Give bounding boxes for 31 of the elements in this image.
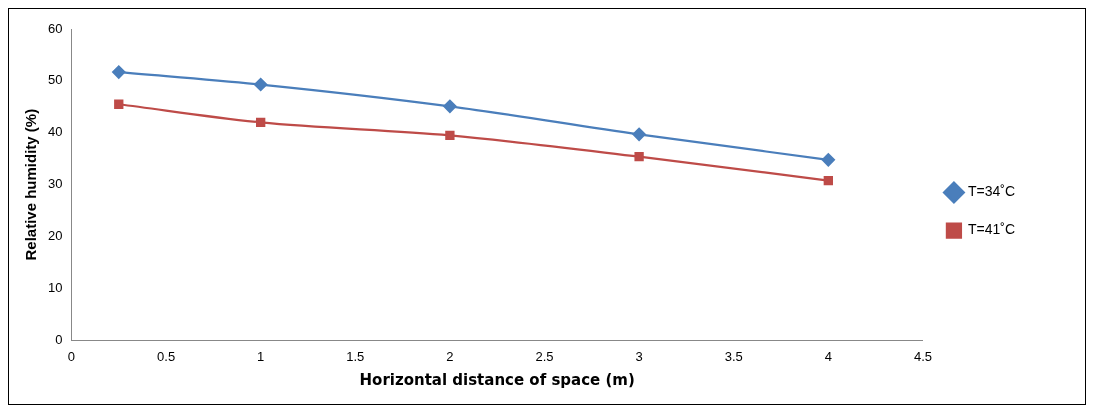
- x-tick-label: 2: [446, 348, 454, 364]
- point: [821, 153, 835, 167]
- legend-label: T=41˚C: [967, 221, 1016, 238]
- point: [256, 117, 266, 128]
- x-tick-label: 0: [67, 348, 76, 364]
- point: [114, 99, 124, 109]
- point: [443, 99, 457, 113]
- y-tick-label: 30: [47, 176, 63, 192]
- x-tick-label: 0.5: [157, 348, 176, 364]
- x-tick-label: 2.5: [535, 348, 554, 364]
- point: [632, 127, 646, 141]
- x-tick-label: 4.5: [913, 348, 932, 364]
- y-tick-label: 40: [47, 124, 63, 140]
- y-tick-label: 50: [47, 72, 63, 88]
- y-axis-title: Relative humidity (%): [22, 108, 40, 261]
- y-tick-label: 60: [47, 20, 63, 36]
- legend-label: T=34˚C: [967, 183, 1016, 200]
- y-tick-label: 20: [47, 228, 63, 244]
- point: [445, 130, 455, 141]
- point: [254, 77, 268, 92]
- y-tick-label: 10: [47, 280, 63, 296]
- x-tick-label: 1: [257, 348, 265, 364]
- x-tick-label: 1.5: [346, 348, 365, 364]
- x-tick-label: 4: [824, 348, 832, 364]
- point: [823, 175, 833, 186]
- x-tick-label: 3: [635, 348, 643, 364]
- point: [112, 65, 126, 79]
- x-tick-label: 3.5: [724, 348, 743, 364]
- y-tick-label: 0: [55, 331, 63, 347]
- x-axis-title: Horizontal distance of space (m): [359, 370, 635, 389]
- point: [634, 152, 644, 162]
